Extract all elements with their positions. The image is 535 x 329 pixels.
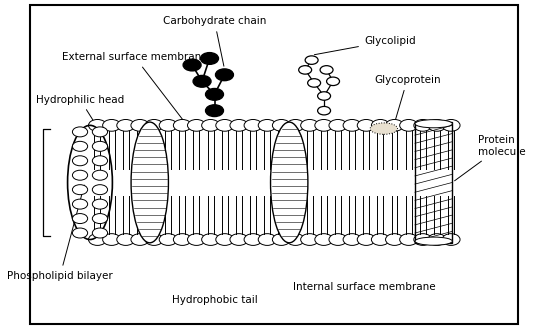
Circle shape <box>93 199 108 209</box>
Circle shape <box>131 234 149 245</box>
Circle shape <box>305 56 318 64</box>
Circle shape <box>371 119 389 131</box>
Circle shape <box>72 199 88 209</box>
Circle shape <box>173 234 192 245</box>
Circle shape <box>72 228 88 238</box>
Circle shape <box>428 119 446 131</box>
Text: Phospholipid bilayer: Phospholipid bilayer <box>7 185 113 281</box>
Circle shape <box>400 119 418 131</box>
Circle shape <box>315 119 333 131</box>
Circle shape <box>357 119 375 131</box>
Circle shape <box>93 141 108 151</box>
Circle shape <box>320 66 333 74</box>
Circle shape <box>230 234 248 245</box>
Circle shape <box>287 234 304 245</box>
Circle shape <box>329 234 347 245</box>
Circle shape <box>272 119 291 131</box>
Circle shape <box>442 234 460 245</box>
Circle shape <box>287 119 304 131</box>
Text: External surface membrane: External surface membrane <box>62 52 208 120</box>
Circle shape <box>357 234 375 245</box>
Circle shape <box>201 53 218 64</box>
Circle shape <box>93 156 108 166</box>
Circle shape <box>343 234 361 245</box>
Circle shape <box>343 119 361 131</box>
Ellipse shape <box>415 237 452 245</box>
Circle shape <box>216 119 234 131</box>
Circle shape <box>216 234 234 245</box>
Circle shape <box>88 119 106 131</box>
Circle shape <box>258 119 276 131</box>
Circle shape <box>202 234 219 245</box>
Circle shape <box>173 119 192 131</box>
Ellipse shape <box>370 123 398 134</box>
Ellipse shape <box>415 120 452 128</box>
Circle shape <box>72 185 88 195</box>
Circle shape <box>414 234 432 245</box>
Text: Glycoprotein: Glycoprotein <box>374 75 440 123</box>
Text: Hydrophilic head: Hydrophilic head <box>36 94 124 129</box>
Circle shape <box>72 127 88 137</box>
Text: Hydrophobic tail: Hydrophobic tail <box>172 295 257 305</box>
Circle shape <box>272 234 291 245</box>
Circle shape <box>205 89 224 100</box>
Circle shape <box>308 79 320 87</box>
Circle shape <box>187 234 205 245</box>
Ellipse shape <box>271 122 308 243</box>
Circle shape <box>131 119 149 131</box>
Circle shape <box>187 119 205 131</box>
Text: Protein
molecule: Protein molecule <box>455 135 526 181</box>
Circle shape <box>329 119 347 131</box>
Circle shape <box>244 234 262 245</box>
Circle shape <box>315 234 333 245</box>
Circle shape <box>72 156 88 166</box>
Circle shape <box>93 170 108 180</box>
Circle shape <box>93 228 108 238</box>
Circle shape <box>202 119 219 131</box>
Circle shape <box>103 119 120 131</box>
Text: Carbohydrate chain: Carbohydrate chain <box>163 16 266 66</box>
Circle shape <box>299 66 311 74</box>
Circle shape <box>244 119 262 131</box>
Circle shape <box>193 75 211 87</box>
Circle shape <box>386 119 403 131</box>
Circle shape <box>301 234 319 245</box>
Circle shape <box>428 234 446 245</box>
Circle shape <box>414 119 432 131</box>
Text: Internal surface membrane: Internal surface membrane <box>293 282 435 292</box>
Circle shape <box>183 59 201 71</box>
Circle shape <box>93 127 108 137</box>
Circle shape <box>326 77 340 86</box>
Circle shape <box>386 234 403 245</box>
Circle shape <box>117 119 135 131</box>
Circle shape <box>93 214 108 223</box>
FancyBboxPatch shape <box>90 125 458 240</box>
Circle shape <box>230 119 248 131</box>
Circle shape <box>145 234 163 245</box>
Circle shape <box>371 234 389 245</box>
Circle shape <box>205 105 224 116</box>
Circle shape <box>301 119 319 131</box>
Circle shape <box>117 234 135 245</box>
Circle shape <box>318 107 331 115</box>
Circle shape <box>159 234 177 245</box>
Circle shape <box>72 141 88 151</box>
Circle shape <box>93 185 108 195</box>
FancyBboxPatch shape <box>30 5 518 324</box>
Circle shape <box>216 69 233 81</box>
Circle shape <box>159 119 177 131</box>
Circle shape <box>318 92 331 100</box>
Ellipse shape <box>131 122 169 243</box>
Circle shape <box>400 234 418 245</box>
Circle shape <box>88 234 106 245</box>
Circle shape <box>103 234 120 245</box>
Circle shape <box>72 214 88 223</box>
Circle shape <box>258 234 276 245</box>
Circle shape <box>72 170 88 180</box>
Text: Glycolipid: Glycolipid <box>315 36 416 55</box>
Circle shape <box>442 119 460 131</box>
Circle shape <box>145 119 163 131</box>
